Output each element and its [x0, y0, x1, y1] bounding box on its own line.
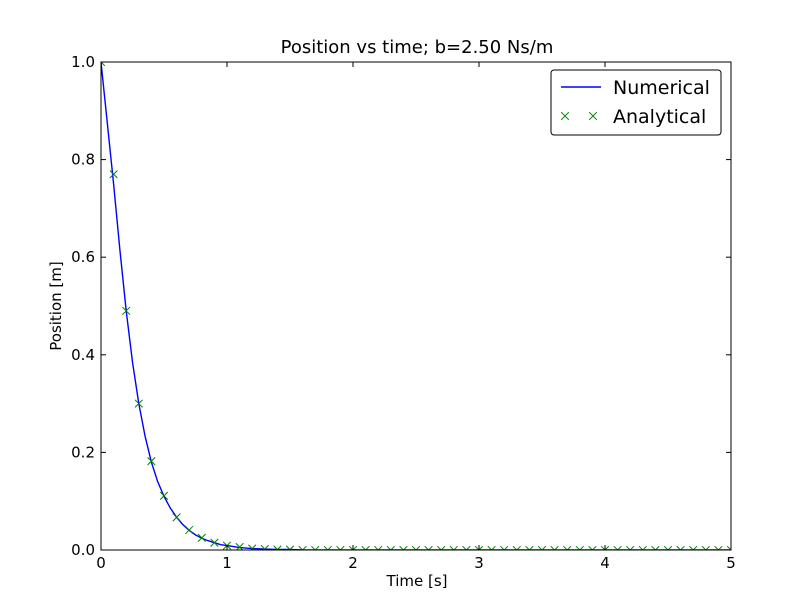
data-point-analytical: [714, 545, 723, 550]
chart-title: Position vs time; b=2.50 Ns/m: [281, 37, 554, 58]
series-markers-analytical: [101, 62, 731, 550]
data-point-analytical: [260, 544, 269, 550]
data-point-analytical: [399, 545, 408, 550]
data-point-analytical: [109, 170, 118, 179]
data-point-analytical: [134, 399, 143, 408]
data-point-analytical: [248, 544, 257, 550]
axes: 0 1 2 3 4 5 0.0 0.2 0.4 0.6 0.8 1.0: [71, 53, 736, 572]
data-point-analytical: [651, 545, 660, 550]
data-point-analytical: [676, 545, 685, 550]
data-point-analytical: [525, 545, 534, 550]
legend-swatch-analytical: [560, 111, 570, 121]
data-point-analytical: [512, 545, 521, 550]
legend-entry-analytical: Analytical: [560, 106, 706, 128]
data-point-analytical: [613, 545, 622, 550]
data-point-analytical: [336, 545, 345, 550]
data-point-analytical: [101, 62, 106, 67]
legend-label-numerical: Numerical: [613, 77, 710, 99]
data-point-analytical: [575, 545, 584, 550]
data-point-analytical: [311, 545, 320, 550]
legend: Numerical Analytical: [550, 69, 722, 136]
data-point-analytical: [474, 545, 484, 550]
x-tick-label: 4: [600, 554, 610, 572]
x-tick-label: 1: [222, 554, 232, 572]
data-point-analytical: [638, 545, 647, 550]
data-point-analytical: [462, 545, 471, 550]
y-tick-label: 1.0: [71, 53, 95, 71]
data-point-analytical: [298, 545, 307, 550]
data-point-analytical: [159, 491, 169, 500]
y-tick-label: 0.2: [71, 443, 95, 461]
data-point-analytical: [185, 525, 194, 535]
axes-frame: [100, 61, 732, 551]
y-tick-label: 0.8: [71, 151, 95, 169]
series-group: [101, 62, 731, 550]
y-tick-label: 0.4: [71, 346, 95, 364]
data-point-analytical: [374, 545, 383, 550]
y-tick-label: 0.6: [71, 248, 95, 266]
data-point-analytical: [386, 545, 395, 550]
x-tick-label: 0: [96, 554, 106, 572]
data-point-analytical: [626, 545, 635, 550]
plot-area: [101, 62, 731, 550]
legend-label-analytical: Analytical: [613, 106, 706, 128]
data-point-analytical: [437, 545, 446, 550]
data-point-analytical: [172, 513, 181, 522]
data-point-analytical: [197, 533, 206, 542]
legend-swatch-analytical: [588, 111, 598, 121]
data-point-analytical: [726, 545, 731, 550]
data-point-analytical: [563, 545, 572, 550]
data-point-analytical: [449, 545, 458, 550]
data-point-analytical: [147, 457, 156, 466]
x-tick-label: 3: [474, 554, 484, 572]
data-point-analytical: [424, 545, 433, 550]
data-point-analytical: [663, 545, 673, 550]
y-axis-label: Position [m]: [47, 261, 65, 351]
x-tick-label: 5: [726, 554, 736, 572]
legend-entry-numerical: Numerical: [561, 77, 710, 99]
data-point-analytical: [537, 545, 547, 550]
data-point-analytical: [323, 545, 332, 550]
data-point-analytical: [600, 545, 610, 550]
data-point-analytical: [689, 545, 698, 550]
x-axis-label: Time [s]: [386, 572, 448, 590]
data-point-analytical: [210, 538, 219, 547]
data-point-analytical: [550, 545, 559, 550]
series-line-numerical: [101, 62, 731, 550]
x-tick-label: 2: [348, 554, 358, 572]
data-point-analytical: [500, 545, 509, 550]
data-point-analytical: [588, 545, 597, 550]
data-point-analytical: [487, 545, 496, 550]
legend-box: [550, 69, 722, 136]
data-point-analytical: [122, 306, 131, 316]
data-point-analytical: [361, 545, 370, 550]
y-tick-label: 0.0: [71, 541, 95, 559]
data-point-analytical: [701, 545, 710, 550]
data-point-analytical: [411, 545, 421, 550]
data-point-analytical: [348, 545, 358, 550]
